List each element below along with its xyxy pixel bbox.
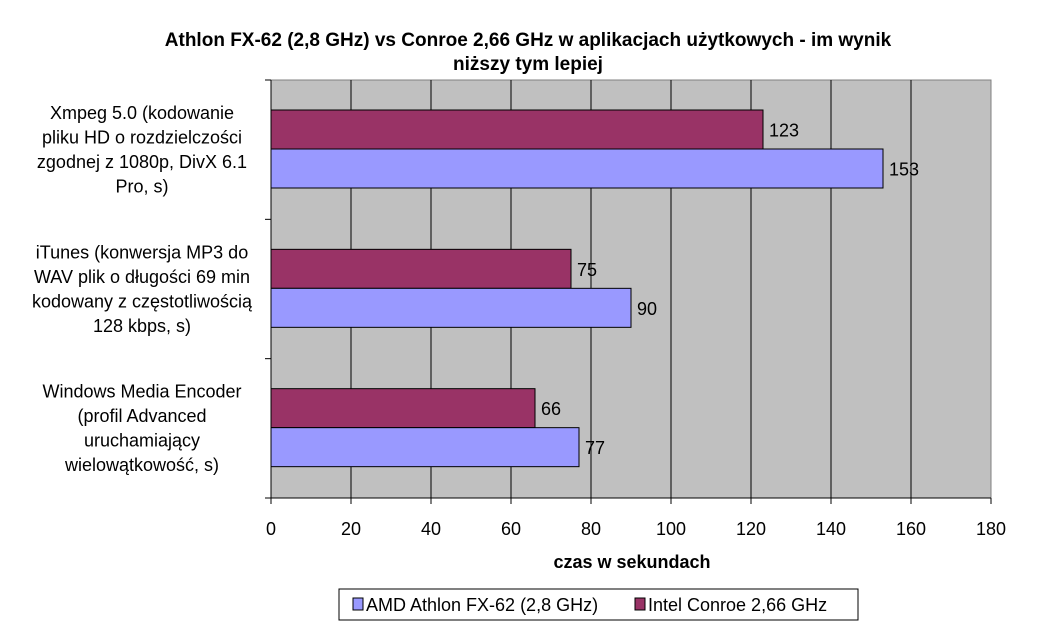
data-label: 90 bbox=[637, 299, 657, 319]
x-tick-label: 80 bbox=[581, 519, 601, 539]
axes: 0 20 40 60 80 100 120 140 160 180 bbox=[265, 79, 1006, 539]
category-label: wielowątkowość, s) bbox=[64, 455, 219, 475]
x-tick-label: 100 bbox=[656, 519, 686, 539]
x-tick-label: 120 bbox=[736, 519, 766, 539]
x-tick-label: 0 bbox=[266, 519, 276, 539]
chart-title-line-1: Athlon FX-62 (2,8 GHz) vs Conroe 2,66 GH… bbox=[165, 30, 892, 51]
bar bbox=[270, 287, 632, 328]
legend-label: AMD Athlon FX-62 (2,8 GHz) bbox=[366, 595, 598, 615]
category-label: zgodnej z 1080p, DivX 6.1 bbox=[37, 152, 247, 172]
x-tick-label: 160 bbox=[896, 519, 926, 539]
category-label: kodowany z częstotliwością bbox=[32, 291, 253, 311]
data-label: 77 bbox=[585, 438, 605, 458]
legend: AMD Athlon FX-62 (2,8 GHz) Intel Conroe 2… bbox=[338, 588, 859, 621]
category-label: 128 kbps, s) bbox=[93, 316, 191, 336]
labels: 123 153 Xmpeg 5.0 (kodowanie pliku HD o roz… bbox=[32, 103, 919, 475]
data-label: 123 bbox=[769, 121, 799, 141]
data-label: 75 bbox=[577, 260, 597, 280]
category-label: uruchamiający bbox=[84, 431, 200, 451]
x-tick-label: 40 bbox=[421, 519, 441, 539]
bar bbox=[270, 427, 580, 468]
legend-swatch bbox=[634, 597, 646, 611]
category-label: Xmpeg 5.0 (kodowanie bbox=[50, 103, 234, 123]
category-label: (profil Advanced bbox=[77, 406, 206, 426]
category-label: pliku HD o rozdzielczości bbox=[42, 127, 242, 147]
data-label: 66 bbox=[541, 399, 561, 419]
legend-label: Intel Conroe 2,66 GHz bbox=[648, 595, 827, 615]
x-tick-label: 180 bbox=[976, 519, 1006, 539]
x-tick-label: 20 bbox=[341, 519, 361, 539]
bars bbox=[270, 109, 884, 468]
category-label: Windows Media Encoder bbox=[42, 382, 241, 402]
data-label: 153 bbox=[889, 160, 919, 180]
x-tick-label: 60 bbox=[501, 519, 521, 539]
category-label: WAV plik o długości 69 min bbox=[34, 267, 250, 287]
chart-title-line-2: niższy tym lepiej bbox=[453, 54, 603, 75]
category-label: Pro, s) bbox=[115, 176, 168, 196]
bar bbox=[270, 109, 764, 150]
x-tick-label: 140 bbox=[816, 519, 846, 539]
x-axis-title: czas w sekundach bbox=[553, 552, 710, 572]
bar bbox=[270, 148, 884, 189]
category-label: iTunes (konwersja MP3 do bbox=[36, 242, 248, 262]
bar bbox=[270, 388, 536, 429]
bar bbox=[270, 248, 572, 289]
legend-box bbox=[338, 588, 859, 621]
legend-swatch bbox=[352, 597, 364, 611]
